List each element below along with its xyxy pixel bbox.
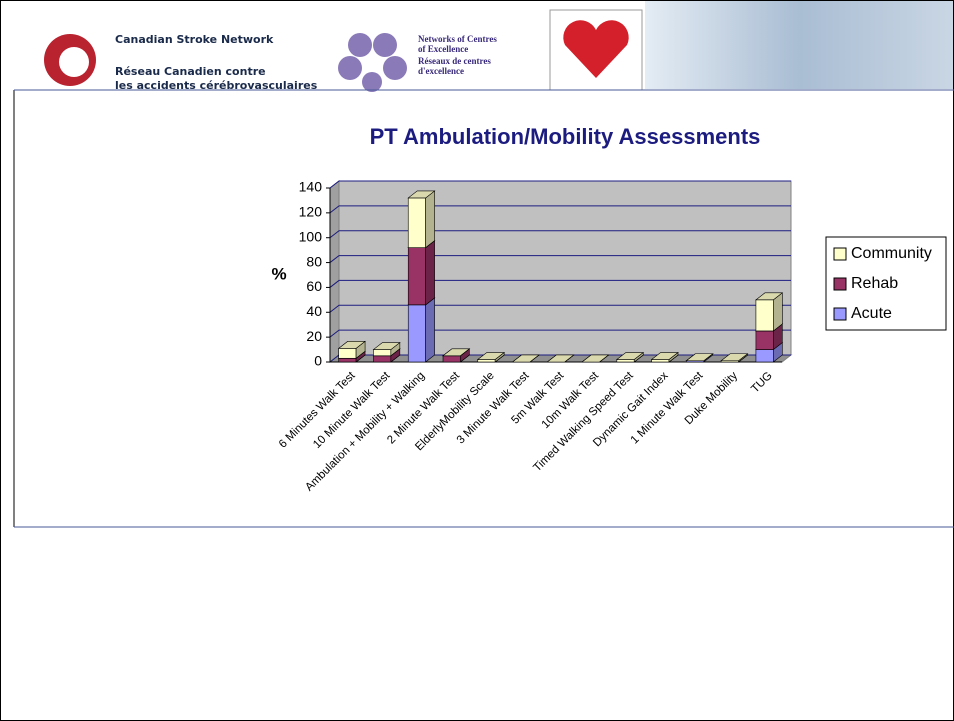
bar-face — [650, 352, 679, 360]
bar-segment — [511, 354, 540, 363]
y-tick-label: 20 — [306, 328, 322, 344]
bar-face — [338, 348, 357, 359]
header-text: Canadian Stroke Network — [115, 33, 274, 46]
bar-segment — [337, 340, 366, 359]
grid-line — [329, 304, 791, 313]
bar-segment — [372, 341, 401, 357]
bar-face — [372, 342, 401, 350]
bar-face — [477, 359, 496, 363]
bar-segment — [407, 297, 436, 363]
y-tick-label: 60 — [306, 278, 322, 294]
bar-segment — [581, 354, 610, 363]
bar-face — [581, 354, 610, 363]
header-text: Réseau Canadien contre — [115, 65, 266, 78]
x-tick-label: TUG — [749, 370, 775, 396]
bar-face — [720, 353, 749, 362]
legend-swatch — [833, 307, 847, 321]
grid-line — [329, 255, 791, 263]
bar-face — [616, 359, 635, 363]
bar-face — [615, 352, 645, 360]
bar-segment — [407, 190, 436, 249]
grid-line — [329, 205, 791, 214]
bar-face — [407, 190, 436, 199]
bar-face — [373, 349, 392, 357]
bar-face — [546, 354, 575, 363]
legend-label: Acute — [851, 305, 892, 322]
legend-label: Rehab — [851, 275, 898, 292]
y-tick-label: 140 — [299, 179, 323, 195]
y-tick-label: 100 — [299, 228, 323, 244]
bar-face — [476, 352, 506, 360]
bar-segment — [615, 351, 645, 363]
header-text: Networks of Centres — [418, 34, 497, 44]
grid-line — [329, 329, 791, 338]
bar-segment — [476, 351, 506, 363]
header-text: les accidents cérébrovasculaires — [115, 79, 318, 92]
bar-face — [442, 355, 461, 363]
bar-face — [755, 299, 774, 332]
bar-face — [755, 349, 774, 363]
legend-swatch — [833, 277, 847, 291]
bar-face — [442, 348, 471, 357]
header-text: of Excellence — [418, 44, 468, 54]
legend-swatch — [833, 247, 847, 261]
plot-wall — [338, 180, 792, 356]
bar-face — [755, 292, 784, 301]
legend-label: Community — [851, 245, 932, 262]
grid-line — [329, 180, 791, 189]
bar-segment — [685, 353, 714, 362]
bar-face — [407, 304, 426, 363]
hsf-logo — [563, 20, 629, 78]
y-axis-label: % — [271, 264, 286, 283]
bar-face — [685, 353, 714, 362]
chart-title: PT Ambulation/Mobility Assessments — [370, 124, 761, 149]
bar-face — [373, 355, 392, 363]
bar-face — [425, 190, 435, 249]
bar-face — [755, 330, 774, 350]
grid-line — [329, 279, 791, 288]
header-image — [645, 1, 953, 89]
y-tick-label: 120 — [299, 204, 323, 220]
header-text: Réseaux de centres — [418, 56, 491, 66]
plot-side — [329, 179, 340, 364]
bar-face — [338, 357, 357, 363]
bar-segment — [407, 240, 436, 306]
bar-face — [337, 341, 366, 349]
bar-segment — [442, 348, 471, 357]
y-tick-label: 80 — [306, 253, 322, 269]
bar-face — [511, 354, 540, 363]
nce-logo — [338, 33, 407, 92]
y-tick-label: 0 — [314, 353, 322, 369]
header-text: d'excellence — [418, 66, 464, 76]
bar-segment — [546, 354, 575, 363]
grid-line — [329, 230, 791, 239]
csn-logo-head — [59, 47, 89, 77]
bar-face — [407, 197, 426, 248]
bar-face — [407, 247, 426, 306]
bar-face — [651, 359, 670, 363]
bar-segment — [720, 353, 749, 363]
bar-segment — [650, 351, 679, 363]
bar-face — [425, 240, 435, 306]
y-tick-label: 40 — [306, 303, 322, 319]
bar-face — [425, 297, 435, 363]
bar-segment — [755, 292, 784, 332]
